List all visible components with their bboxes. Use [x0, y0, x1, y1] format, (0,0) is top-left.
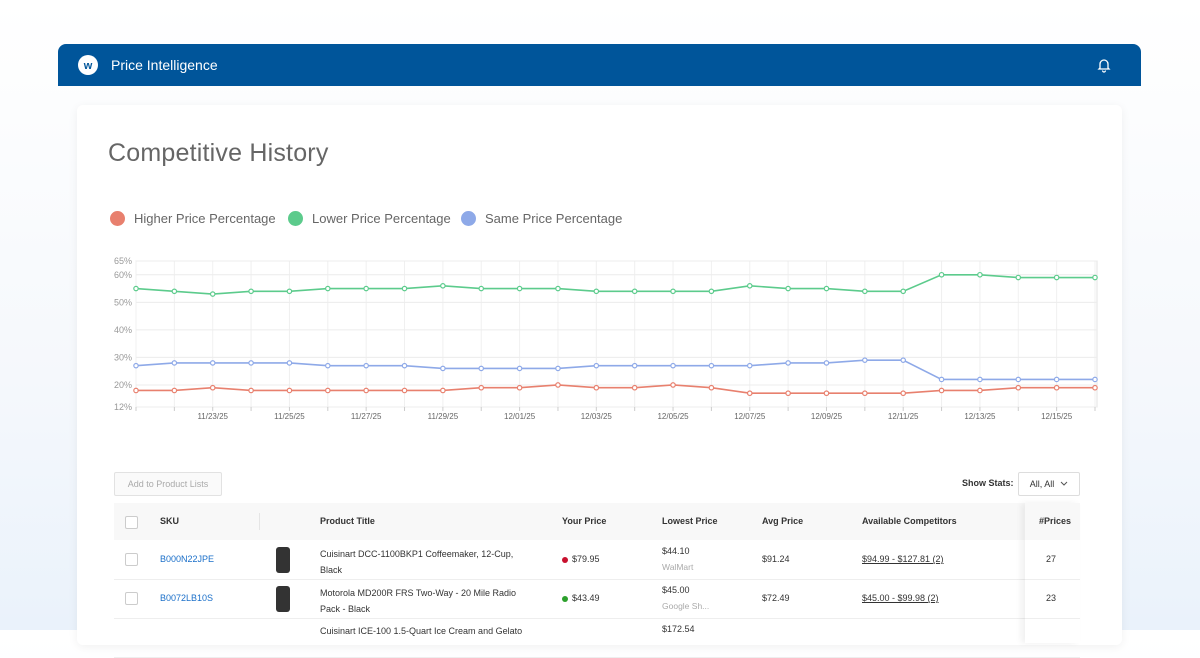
- lowest-price: $44.10: [662, 546, 690, 556]
- legend-item: Lower Price Percentage: [288, 211, 451, 226]
- status-dot: [562, 595, 568, 602]
- column-header: Lowest Price: [662, 516, 718, 526]
- sku-link[interactable]: B0072LB10S: [160, 593, 214, 603]
- app-title: Price Intelligence: [111, 57, 218, 73]
- legend-swatch: [461, 211, 476, 226]
- legend-swatch: [110, 211, 125, 226]
- your-price: $79.95: [562, 554, 600, 564]
- avg-price: $91.24: [762, 554, 790, 564]
- product-title: Cuisinart DCC-1100BKP1 Coffeemaker, 12-C…: [320, 549, 514, 575]
- legend-label: Higher Price Percentage: [134, 211, 276, 226]
- product-image: [276, 547, 290, 573]
- legend-item: Higher Price Percentage: [110, 211, 276, 226]
- row-checkbox[interactable]: [125, 592, 138, 605]
- your-price-value: $43.49: [572, 593, 600, 603]
- table-header: SKU Product Title Your Price Lowest Price Av…: [114, 503, 1080, 540]
- chevron: [1060, 481, 1068, 486]
- competitors-link[interactable]: $45.00 - $99.98 (2): [862, 593, 939, 603]
- product-title: Cuisinart ICE-100 1.5-Quart Ice Cream an…: [320, 626, 523, 636]
- notification-bell[interactable]: [1096, 57, 1112, 73]
- table-row: Cuisinart ICE-100 1.5-Quart Ice Cream an…: [114, 618, 1080, 658]
- card: Competitive History Higher Price Percent…: [77, 105, 1122, 658]
- price-count: 23: [1046, 593, 1057, 603]
- column-header: Available Competitors: [862, 516, 957, 526]
- page-title: Competitive History: [108, 139, 329, 167]
- table-row: B000N22JPE Cuisinart DCC-1100BKP1 Coffeem…: [114, 540, 1080, 580]
- stats-value: All, All: [1029, 479, 1055, 489]
- price-count: 27: [1046, 554, 1057, 564]
- top-bar: w Price Intelligence: [58, 44, 1141, 86]
- logo: w: [78, 55, 98, 75]
- legend-swatch: [288, 211, 303, 226]
- lowest-price: $172.54: [662, 624, 695, 634]
- your-price: $43.49: [562, 593, 600, 603]
- select-all-checkbox[interactable]: [125, 516, 138, 529]
- add-to-lists-button[interactable]: Add to Product Lists: [114, 472, 222, 496]
- product-image: [276, 586, 290, 612]
- column-divider: [259, 513, 260, 530]
- column-header: #Prices: [1039, 516, 1072, 526]
- legend-item: Same Price Percentage: [461, 211, 622, 226]
- svg-text:w: w: [83, 60, 93, 72]
- row-checkbox[interactable]: [125, 553, 138, 566]
- column-header: Your Price: [562, 516, 607, 526]
- column-header: Product Title: [320, 516, 375, 526]
- column-header: SKU: [160, 516, 180, 526]
- avg-price: $72.49: [762, 593, 790, 603]
- pinned-column-shadow: [1025, 503, 1080, 643]
- table-row: B0072LB10S Motorola MD200R FRS Two-Way - …: [114, 579, 1080, 619]
- lowest-source: WalMart: [662, 562, 694, 572]
- status-dot: [562, 556, 568, 563]
- sku-link[interactable]: B000N22JPE: [160, 554, 215, 564]
- legend-label: Same Price Percentage: [485, 211, 623, 226]
- column-header: Avg Price: [762, 516, 804, 526]
- product-title: Motorola MD200R FRS Two-Way - 20 Mile Ra…: [320, 588, 517, 614]
- stats-label: Show Stats:: [962, 478, 1014, 488]
- your-price-value: $79.95: [572, 554, 600, 564]
- competitors-link[interactable]: $94.99 - $127.81 (2): [862, 554, 944, 564]
- stats-select[interactable]: All, All: [1018, 472, 1080, 496]
- legend-label: Lower Price Percentage: [312, 211, 451, 226]
- lowest-source: Google Sh...: [662, 601, 710, 611]
- lowest-price: $45.00: [662, 585, 690, 595]
